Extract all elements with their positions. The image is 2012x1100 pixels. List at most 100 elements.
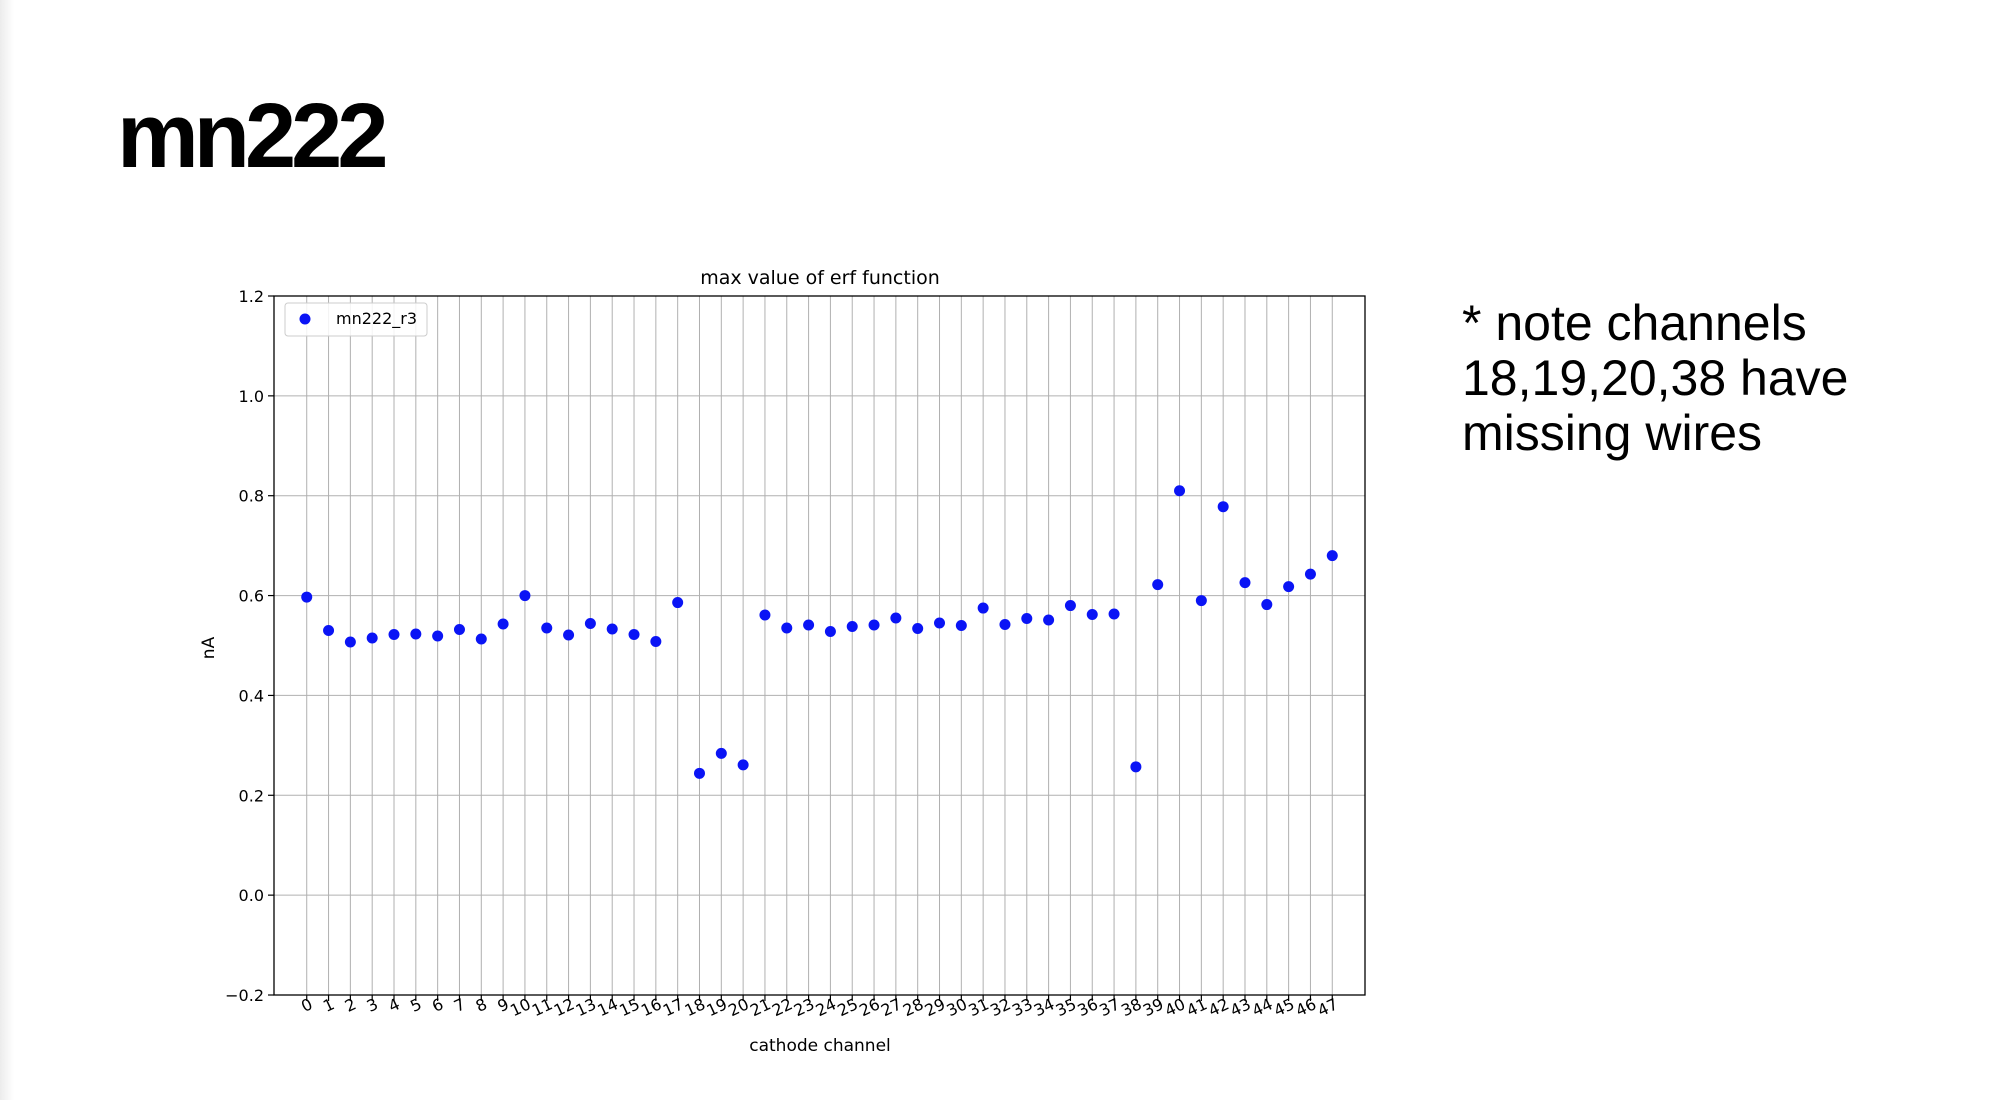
y-tick-label: 1.2: [239, 287, 264, 306]
data-point: [672, 597, 684, 609]
x-tick-label: 38: [1118, 994, 1144, 1020]
x-tick-label: 32: [987, 994, 1013, 1020]
x-tick-label: 40: [1162, 994, 1188, 1020]
data-point: [977, 602, 989, 614]
x-tick-label: 27: [878, 994, 904, 1020]
data-point: [1064, 600, 1076, 612]
data-point: [388, 629, 400, 641]
x-tick-label: 3: [364, 994, 381, 1016]
data-point: [846, 621, 858, 633]
data-point: [323, 625, 335, 637]
x-tick-label: 45: [1271, 994, 1297, 1020]
data-point: [934, 617, 946, 629]
x-tick-label: 12: [551, 994, 577, 1020]
x-tick-label: 10: [507, 994, 533, 1020]
data-point: [1283, 581, 1295, 593]
data-point: [890, 612, 902, 624]
x-tick-label: 15: [616, 994, 642, 1020]
x-tick-label: 21: [747, 994, 773, 1020]
y-tick-label: −0.2: [225, 986, 264, 1005]
slide-left-edge: [0, 0, 14, 1100]
data-point: [344, 636, 356, 648]
x-tick-label: 19: [704, 994, 730, 1020]
data-point: [410, 628, 422, 640]
data-point: [606, 623, 618, 635]
data-point: [1108, 608, 1120, 620]
x-tick-label: 2: [342, 994, 359, 1016]
data-point: [715, 747, 727, 759]
data-point: [366, 632, 378, 644]
y-tick-label: 1.0: [239, 387, 264, 406]
data-point: [432, 630, 444, 642]
data-point: [1261, 599, 1273, 611]
data-point: [475, 633, 487, 645]
y-tick-label: 0.8: [239, 487, 264, 506]
data-point: [1174, 485, 1186, 497]
y-tick-label: 0.4: [239, 686, 264, 705]
data-point: [497, 618, 509, 630]
data-point: [824, 626, 836, 638]
note-text: * note channels 18,19,20,38 have missing…: [1462, 295, 1849, 461]
x-tick-label: 43: [1227, 994, 1253, 1020]
grid-lines: [274, 295, 1365, 996]
data-point: [912, 623, 924, 635]
x-tick-label: 30: [944, 994, 970, 1020]
x-tick-label: 1: [320, 994, 337, 1016]
data-point: [301, 591, 313, 603]
chart-legend: mn222_r3: [284, 302, 428, 337]
x-tick-label: 31: [965, 994, 991, 1020]
y-tick-label: 0.2: [239, 786, 264, 805]
data-points: [301, 485, 1338, 779]
x-tick-label: 37: [1096, 994, 1122, 1020]
data-point: [868, 619, 880, 631]
data-point: [1043, 614, 1055, 626]
x-tick-label: 13: [573, 994, 599, 1020]
x-tick-label: 18: [682, 994, 708, 1020]
legend-label: mn222_r3: [336, 309, 417, 329]
data-point: [803, 619, 815, 631]
y-axis-label: nA: [199, 636, 219, 659]
data-point: [453, 624, 465, 636]
x-tick-label: 42: [1205, 994, 1231, 1020]
x-tick-label: 11: [529, 994, 555, 1020]
data-point: [999, 619, 1011, 631]
x-tick-label: 6: [429, 994, 446, 1016]
x-tick-label: 8: [473, 994, 490, 1016]
data-point: [1152, 579, 1164, 591]
data-point: [1021, 613, 1033, 625]
data-point: [519, 590, 531, 602]
data-point: [563, 629, 575, 641]
slide-title: mn222: [117, 85, 388, 187]
data-point: [541, 622, 553, 634]
data-point: [781, 622, 793, 634]
x-tick-label: 7: [451, 994, 468, 1016]
data-point: [650, 636, 662, 648]
data-point: [1195, 595, 1207, 607]
data-point: [737, 759, 749, 771]
chart-title: max value of erf function: [700, 267, 940, 289]
legend-box: [284, 302, 428, 337]
data-point: [628, 629, 640, 641]
x-tick-label: 33: [1009, 994, 1035, 1020]
x-tick-label: 16: [638, 994, 664, 1020]
data-point: [759, 609, 771, 621]
x-tick-label: 41: [1184, 994, 1210, 1020]
x-tick-label: 17: [660, 994, 686, 1020]
legend-marker: [299, 313, 311, 325]
data-point: [955, 620, 967, 632]
plot-area-frame: [273, 295, 1366, 996]
data-point: [1239, 577, 1251, 589]
data-point: [584, 618, 596, 630]
x-tick-label: 39: [1140, 994, 1166, 1020]
x-tick-label: 23: [791, 994, 817, 1020]
y-tick-label: 0.0: [239, 886, 264, 905]
x-tick-label: 46: [1293, 994, 1319, 1020]
y-tick-label: 0.6: [239, 587, 264, 606]
x-tick-label: 28: [900, 994, 926, 1020]
x-tick-label: 22: [769, 994, 795, 1020]
x-tick-label: 5: [407, 994, 424, 1016]
data-point: [1304, 568, 1316, 580]
x-tick-label: 20: [725, 994, 751, 1020]
axis-ticks: −0.20.00.20.40.60.81.01.20 1 2 3 4 5 6 7 8 910111…: [225, 287, 1341, 1020]
